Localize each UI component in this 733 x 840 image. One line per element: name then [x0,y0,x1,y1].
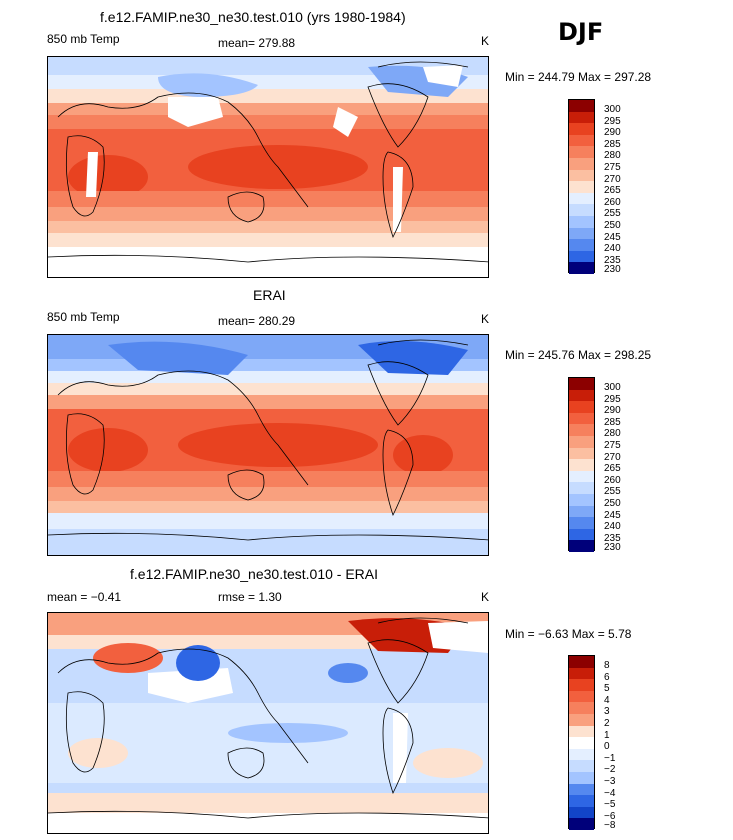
panel-2-title: ERAI [253,287,286,303]
colorbar-label: 260 [604,197,621,208]
colorbar-label: 250 [604,220,621,231]
colorbar-label: −5 [604,799,616,810]
colorbar-label: −3 [604,776,616,787]
panel-1-units-label: K [481,34,490,48]
panel-3-units-label: K [481,590,490,604]
panel-1-mean-label: mean= 279.88 [218,36,296,50]
panel-3-coastlines [48,617,488,819]
panel-3-map-svg [48,613,488,833]
colorbar-label: 290 [604,405,621,416]
colorbar-label: −6 [604,811,616,822]
panel-3-rmse-label: rmse = 1.30 [218,590,282,604]
colorbar-label: 250 [604,498,621,509]
colorbar-label: 265 [604,185,621,196]
colorbar-label: 235 [604,533,621,544]
panel-2-variable-label: 850 mb Temp [47,310,120,324]
panel-2-coastlines [48,339,488,541]
panel-1-minmax: Min = 244.79 Max = 297.28 [505,70,652,84]
panel-1-map-svg [48,57,488,277]
colorbar-label: −8 [604,820,616,831]
panel-3-mean-label: mean = −0.41 [47,590,122,604]
colorbar-label: 1 [604,730,610,741]
colorbar-label: 260 [604,475,621,486]
colorbar-label: 230 [604,542,621,553]
colorbar-label: 270 [604,174,621,185]
colorbar-label: 295 [604,116,621,127]
colorbar-label: 270 [604,452,621,463]
panel-2-minmax: Min = 245.76 Max = 298.25 [505,348,652,362]
panel-1-coastlines [48,61,488,263]
colorbar-label: −1 [604,753,616,764]
colorbar-label: −2 [604,764,616,775]
season-label: DJF [558,18,604,46]
colorbar-label: 8 [604,660,610,671]
panel-2-mean-label: mean= 280.29 [218,314,296,328]
colorbar-label: 245 [604,232,621,243]
colorbar-label: 255 [604,208,621,219]
colorbar-label: 5 [604,683,610,694]
colorbar-label: 285 [604,139,621,150]
colorbar-label: 275 [604,440,621,451]
panel-2-map-svg [48,335,488,555]
colorbar-label: 265 [604,463,621,474]
colorbar-label: 6 [604,672,610,683]
colorbar-label: 230 [604,264,621,275]
panel-1-title: f.e12.FAMIP.ne30_ne30.test.010 (yrs 1980… [100,9,406,25]
panel-1-variable-label: 850 mb Temp [47,32,120,46]
colorbar-label: −4 [604,788,616,799]
colorbar-label: 240 [604,521,621,532]
colorbar-label: 295 [604,394,621,405]
colorbar-label: 300 [604,104,621,115]
colorbar-label: 245 [604,510,621,521]
panel-1-map [47,56,489,278]
colorbar-label: 280 [604,428,621,439]
colorbar-label: 240 [604,243,621,254]
panel-2-units-label: K [481,312,490,326]
colorbar-label: 255 [604,486,621,497]
colorbar-label: 285 [604,417,621,428]
colorbar-label: 275 [604,162,621,173]
colorbar-label: 3 [604,706,610,717]
panel-2-map [47,334,489,556]
colorbar-label: 2 [604,718,610,729]
colorbar-label: 290 [604,127,621,138]
panel-2-colorbar [568,377,595,552]
panel-3-title: f.e12.FAMIP.ne30_ne30.test.010 - ERAI [130,566,379,582]
colorbar-label: 0 [604,741,610,752]
colorbar-label: 4 [604,695,610,706]
panel-1-colorbar [568,99,595,274]
panel-3-colorbar [568,655,595,830]
colorbar-label: 280 [604,150,621,161]
colorbar-label: 300 [604,382,621,393]
colorbar-label: 235 [604,255,621,266]
panel-3-map [47,612,489,834]
panel-3-minmax: Min = −6.63 Max = 5.78 [505,627,632,641]
